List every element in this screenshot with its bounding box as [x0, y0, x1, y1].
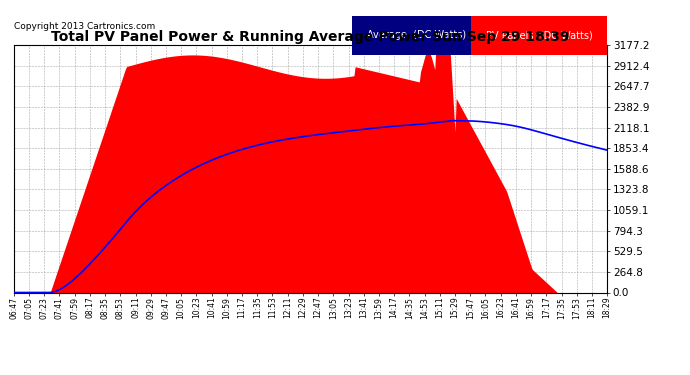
Title: Total PV Panel Power & Running Average Power Sun Sep 29 18:39: Total PV Panel Power & Running Average P… — [51, 30, 570, 44]
Text: PV Panels  (DC Watts): PV Panels (DC Watts) — [486, 30, 592, 40]
Text: Copyright 2013 Cartronics.com: Copyright 2013 Cartronics.com — [14, 22, 155, 32]
Text: Average  (DC Watts): Average (DC Watts) — [367, 30, 466, 40]
